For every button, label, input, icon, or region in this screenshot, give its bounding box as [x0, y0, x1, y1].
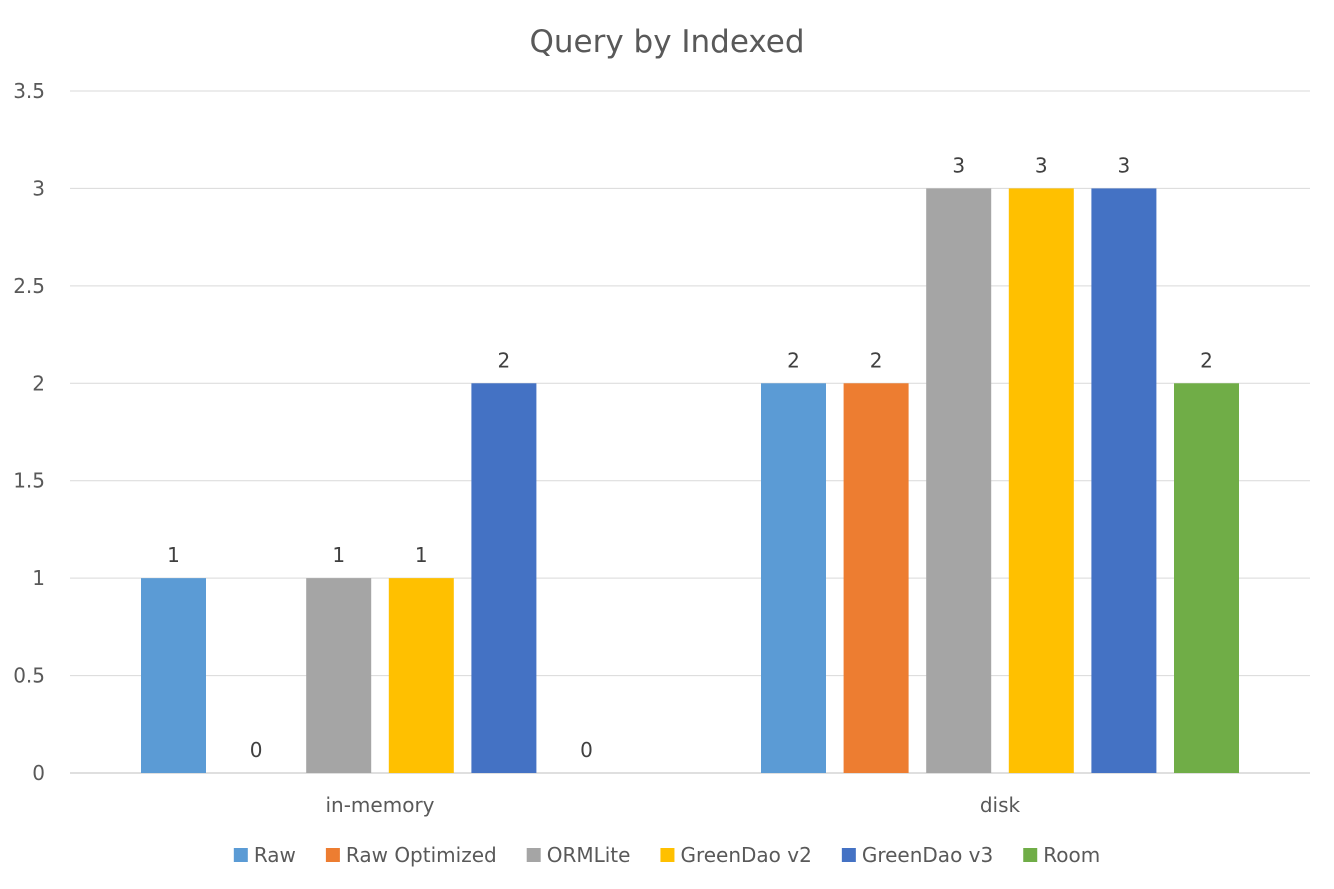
- data-label: 2: [787, 348, 800, 372]
- y-tick-label: 3: [32, 176, 45, 200]
- legend-swatch: [526, 848, 541, 862]
- legend-label: Raw: [254, 843, 296, 867]
- data-label: 1: [167, 543, 180, 567]
- legend-swatch: [660, 848, 675, 862]
- data-label: 2: [498, 348, 511, 372]
- gridlines: [70, 90, 1310, 774]
- x-category-label: disk: [980, 793, 1021, 817]
- legend-swatch: [841, 848, 856, 862]
- x-axis: in-memory disk: [325, 793, 1020, 817]
- data-label: 2: [870, 348, 883, 372]
- legend-label: ORMLite: [547, 843, 631, 867]
- legend-swatch: [325, 848, 340, 862]
- bar: [926, 188, 992, 773]
- legend: Raw Raw Optimized ORMLite GreenDao v2 GreenD…: [233, 843, 1100, 867]
- legend-label: Room: [1043, 843, 1100, 867]
- bar: [1091, 188, 1157, 773]
- bar: [141, 578, 206, 773]
- data-label: 3: [1118, 153, 1131, 177]
- y-tick-label: 1: [32, 566, 45, 590]
- data-label: 1: [415, 543, 428, 567]
- bar: [761, 383, 826, 773]
- y-tick-label: 3.5: [13, 79, 45, 103]
- data-label: 3: [952, 153, 965, 177]
- legend-item: GreenDao v3: [841, 843, 993, 867]
- bar: [1174, 383, 1239, 773]
- y-tick-label: 0.5: [13, 664, 45, 688]
- legend-item: ORMLite: [526, 843, 631, 867]
- legend-swatch: [1023, 848, 1038, 862]
- chart-title: Query by Indexed: [529, 24, 804, 60]
- x-category-label: in-memory: [325, 793, 434, 817]
- data-label: 0: [250, 738, 263, 762]
- data-labels: 1 0 1 1 2 0 2 2 3 3 3 2: [167, 153, 1213, 762]
- legend-item: Raw Optimized: [325, 843, 497, 867]
- bars: [141, 188, 1239, 773]
- legend-item: Room: [1023, 843, 1100, 867]
- y-tick-label: 0: [32, 761, 45, 785]
- bar: [306, 578, 372, 773]
- legend-label: GreenDao v3: [862, 843, 993, 867]
- legend-item: GreenDao v2: [660, 843, 812, 867]
- y-axis: 0 0.5 1 1.5 2 2.5 3 3.5: [13, 79, 45, 785]
- bar: [1008, 188, 1074, 773]
- data-label: 0: [580, 738, 593, 762]
- bar: [843, 383, 909, 773]
- y-tick-label: 1.5: [13, 469, 45, 493]
- legend-item: Raw: [233, 843, 296, 867]
- bar: [471, 383, 537, 773]
- data-label: 3: [1035, 153, 1048, 177]
- legend-label: Raw Optimized: [346, 843, 497, 867]
- y-tick-label: 2.5: [13, 274, 45, 298]
- bar: [388, 578, 454, 773]
- data-label: 1: [332, 543, 345, 567]
- legend-swatch: [233, 848, 248, 862]
- y-tick-label: 2: [32, 371, 45, 395]
- data-label: 2: [1200, 348, 1213, 372]
- legend-label: GreenDao v2: [680, 843, 811, 867]
